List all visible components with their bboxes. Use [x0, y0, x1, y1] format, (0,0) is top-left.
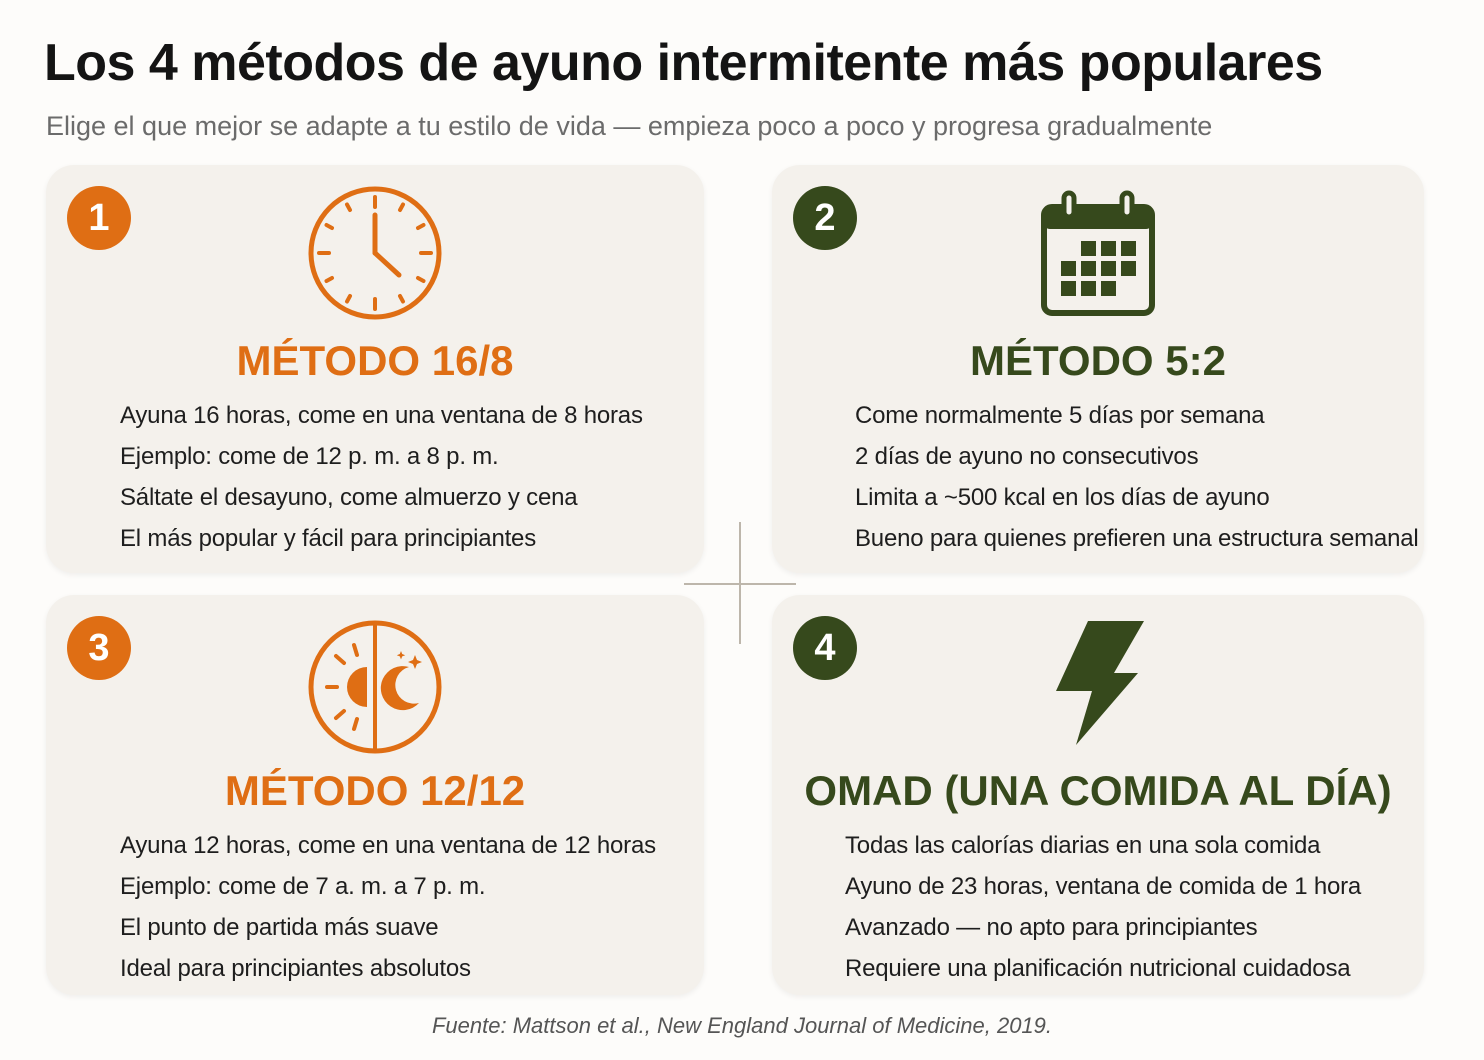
list-item: Ideal para principiantes absolutos	[120, 955, 471, 982]
calendar-icon	[1041, 190, 1155, 316]
list-item: El punto de partida más suave	[120, 914, 439, 941]
method-card-12-12: 3 MÉTODO 12/12 Ayuna 12 horas, come en u…	[46, 595, 704, 995]
method-points: Todas las calorías diarias en una sola c…	[845, 825, 1361, 989]
method-title: MÉTODO 16/8	[236, 337, 514, 384]
list-item: Ayuna 16 horas, come en una ventana de 8…	[120, 402, 643, 429]
method-card-omad: 4 OMAD (UNA COMIDA AL DÍA) Todas las cal…	[772, 595, 1424, 995]
list-item: Limita a ~500 kcal en los días de ayuno	[855, 484, 1270, 511]
list-item: Ejemplo: come de 12 p. m. a 8 p. m.	[120, 443, 499, 470]
lightning-bolt-icon	[1056, 621, 1144, 745]
method-card-5-2: 2 MÉTODO 5:2 Come normalmente 5 días por…	[772, 165, 1424, 573]
method-points: Ayuna 16 horas, come en una ventana de 8…	[120, 395, 643, 559]
method-number-badge: 3	[67, 616, 131, 680]
list-item: Come normalmente 5 días por semana	[855, 402, 1265, 429]
page-title: Los 4 métodos de ayuno intermitente más …	[44, 34, 1323, 92]
list-item: Bueno para quienes prefieren una estruct…	[855, 525, 1419, 552]
list-item: Ejemplo: come de 7 a. m. a 7 p. m.	[120, 873, 486, 900]
list-item: Sáltate el desayuno, come almuerzo y cen…	[120, 484, 578, 511]
method-title: MÉTODO 12/12	[224, 767, 526, 814]
method-number-badge: 4	[793, 616, 857, 680]
list-item: Ayuna 12 horas, come en una ventana de 1…	[120, 832, 656, 859]
center-cross-divider	[684, 522, 796, 644]
method-points: Ayuna 12 horas, come en una ventana de 1…	[120, 825, 656, 989]
list-item: Ayuno de 23 horas, ventana de comida de …	[845, 873, 1362, 900]
method-card-16-8: 1 MÉTODO 16/8 Ayuna 16 horas, come en un…	[46, 165, 704, 573]
method-number-badge: 1	[67, 186, 131, 250]
list-item: 2 días de ayuno no consecutivos	[855, 443, 1199, 470]
list-item: Requiere una planificación nutricional c…	[845, 955, 1351, 982]
method-number-badge: 2	[793, 186, 857, 250]
list-item: Todas las calorías diarias en una sola c…	[845, 832, 1321, 859]
method-points: Come normalmente 5 días por semana 2 día…	[855, 395, 1419, 559]
source-citation: Fuente: Mattson et al., New England Jour…	[431, 1013, 1053, 1038]
clock-icon	[308, 186, 442, 320]
list-item: Avanzado — no apto para principiantes	[845, 914, 1258, 941]
method-title: MÉTODO 5:2	[970, 337, 1226, 384]
sun-moon-icon	[308, 620, 442, 754]
list-item: El más popular y fácil para principiante…	[120, 525, 537, 552]
method-title: OMAD (UNA COMIDA AL DÍA)	[804, 767, 1392, 814]
page-subtitle: Elige el que mejor se adapte a tu estilo…	[46, 111, 1213, 141]
